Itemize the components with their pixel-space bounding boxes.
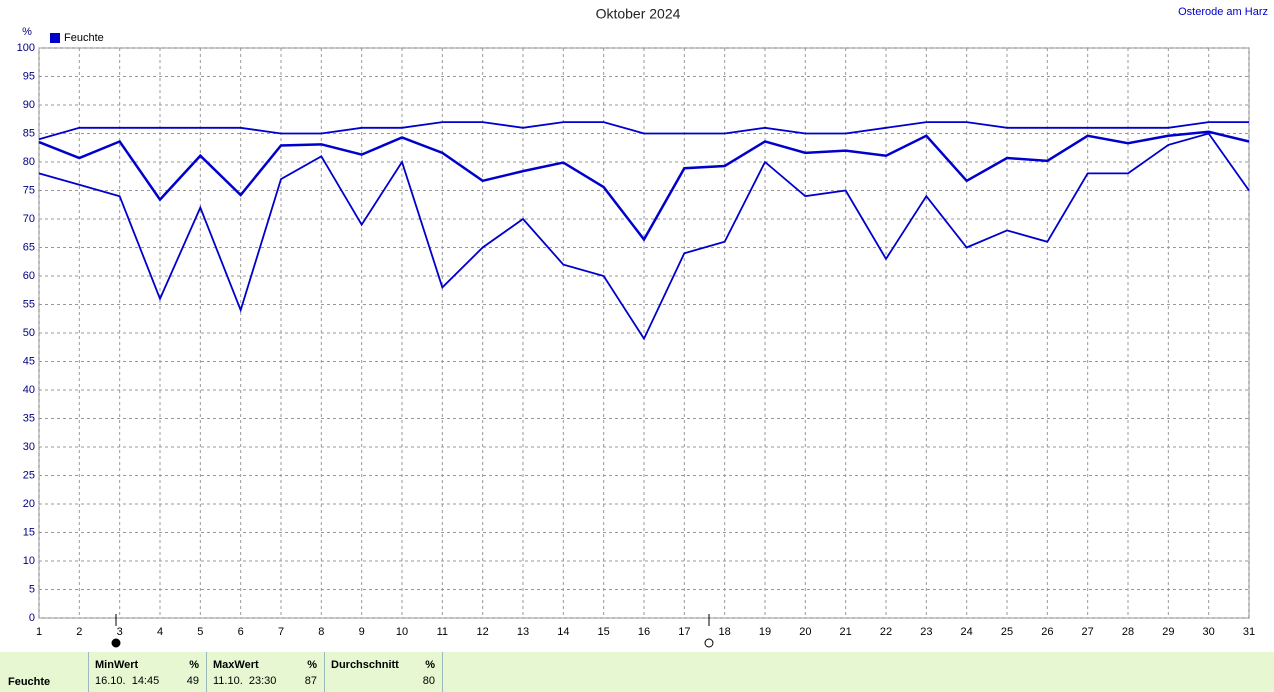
min-max-time: 11.10. 23:30 <box>213 675 277 687</box>
x-tick-label: 12 <box>477 626 489 638</box>
column-unit: % <box>307 659 317 671</box>
series-line <box>38 132 1250 341</box>
moon-icon <box>111 638 121 648</box>
column-value: 49 <box>186 675 199 687</box>
x-tick-label: 3 <box>117 626 123 638</box>
summary-cell: MinWert% 16.10. 14:45 49 <box>88 652 207 692</box>
y-tick-label: 60 <box>23 270 35 282</box>
y-tick-label: 45 <box>23 355 35 367</box>
x-tick-label: 28 <box>1122 626 1134 638</box>
y-tick-label: 65 <box>23 241 35 253</box>
y-tick-label: 25 <box>23 469 35 481</box>
column-title: MinWert <box>95 659 139 671</box>
x-tick-label: 4 <box>157 626 163 638</box>
x-tick-label: 31 <box>1243 626 1255 638</box>
x-tick-label: 20 <box>799 626 811 638</box>
column-unit: % <box>425 659 435 671</box>
y-tick-label: 50 <box>23 327 35 339</box>
summary-panel: Feuchte MinWert% 16.10. 14:45 49 MaxWert% 11… <box>0 652 1274 692</box>
x-tick-label: 2 <box>76 626 82 638</box>
y-tick-label: 100 <box>17 42 35 54</box>
x-tick-label: 14 <box>557 626 569 638</box>
series-line <box>38 121 1249 141</box>
y-tick-label: 35 <box>23 412 35 424</box>
x-tick-label: 30 <box>1203 626 1215 638</box>
x-tick-label: 11 <box>437 626 448 638</box>
y-tick-label: 30 <box>23 441 35 453</box>
row-label: Feuchte <box>8 676 51 688</box>
x-tick-label: 21 <box>840 626 852 638</box>
y-tick-label: 80 <box>23 156 35 168</box>
x-tick-label: 10 <box>396 626 408 638</box>
y-tick-label: 5 <box>29 583 35 595</box>
column-title: MaxWert <box>213 659 259 671</box>
y-tick-label: 15 <box>23 526 35 538</box>
x-tick-label: 23 <box>920 626 932 638</box>
x-tick-label: 9 <box>359 626 365 638</box>
column-unit: % <box>189 659 199 671</box>
legend-label: Feuchte <box>64 32 104 44</box>
column-value: 80 <box>422 675 435 687</box>
x-tick-label: 19 <box>759 626 771 638</box>
legend-swatch <box>50 33 60 43</box>
x-tick-label: 24 <box>961 626 973 638</box>
y-tick-label: 55 <box>23 298 35 310</box>
y-tick-label: 85 <box>23 127 35 139</box>
x-tick-label: 25 <box>1001 626 1013 638</box>
x-tick-label: 5 <box>197 626 203 638</box>
y-tick-label: 70 <box>23 213 35 225</box>
x-tick-label: 8 <box>318 626 324 638</box>
y-tick-label: 40 <box>23 384 35 396</box>
y-tick-label: 75 <box>23 184 35 196</box>
column-value: 87 <box>304 675 317 687</box>
x-tick-label: 27 <box>1082 626 1094 638</box>
column-title: Durchschnitt <box>331 659 399 671</box>
y-tick-label: 95 <box>23 70 35 82</box>
summary-divider <box>442 652 443 692</box>
x-tick-label: 17 <box>678 626 690 638</box>
moon-icon <box>704 638 714 648</box>
x-tick-label: 16 <box>638 626 650 638</box>
x-tick-label: 13 <box>517 626 529 638</box>
x-tick-label: 18 <box>719 626 731 638</box>
x-tick-label: 6 <box>238 626 244 638</box>
y-tick-label: 10 <box>23 555 35 567</box>
x-tick-label: 15 <box>598 626 610 638</box>
y-axis-label: % <box>22 26 32 38</box>
x-tick-label: 1 <box>36 626 42 638</box>
x-tick-label: 26 <box>1041 626 1053 638</box>
chart: Oktober 2024 Osterode am Harz % 05101520… <box>17 6 1268 648</box>
y-tick-label: 90 <box>23 99 35 111</box>
chart-title: Oktober 2024 <box>596 6 681 22</box>
location: Osterode am Harz <box>1178 6 1268 18</box>
y-tick-label: 0 <box>29 612 35 624</box>
summary-cell: Durchschnitt% 80 <box>324 652 443 692</box>
x-tick-label: 7 <box>278 626 284 638</box>
summary-cell: MaxWert% 11.10. 23:30 87 <box>206 652 325 692</box>
series-line <box>38 130 1250 242</box>
min-max-time: 16.10. 14:45 <box>95 675 160 687</box>
x-tick-label: 22 <box>880 626 892 638</box>
y-tick-label: 20 <box>23 498 35 510</box>
x-tick-label: 29 <box>1162 626 1174 638</box>
